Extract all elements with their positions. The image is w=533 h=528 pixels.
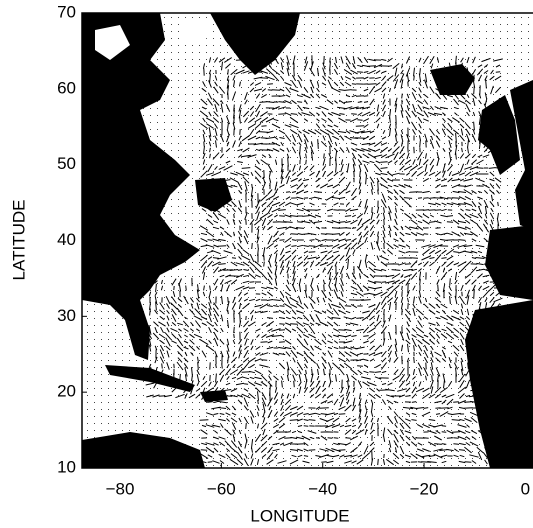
x-tick-label: −40 [308, 479, 337, 498]
cuba [105, 365, 195, 392]
north-america [82, 13, 200, 360]
labrador-patches [95, 18, 210, 60]
map-area [82, 13, 533, 468]
iberia [485, 225, 533, 300]
y-axis-label: LATITUDE [9, 200, 28, 281]
africa [465, 300, 533, 468]
x-axis-label: LONGITUDE [250, 506, 349, 525]
south-america [82, 432, 205, 468]
y-tick-label: 10 [57, 457, 76, 476]
x-tick-label: −60 [207, 479, 236, 498]
y-tick-label: 50 [57, 154, 76, 173]
y-tick-label: 30 [57, 306, 76, 325]
hispaniola [200, 390, 228, 402]
x-tick-label: −80 [106, 479, 135, 498]
axes: −80 −60 −40 −20 0 10 20 30 40 50 60 70 [57, 2, 530, 498]
y-tick-label: 40 [57, 230, 76, 249]
uk-ireland [478, 95, 520, 175]
land [82, 13, 533, 468]
x-tick-label: −20 [410, 479, 439, 498]
y-tick-label: 20 [57, 382, 76, 401]
x-tick-label: 0 [521, 479, 530, 498]
newfoundland [195, 178, 232, 212]
europe [510, 80, 533, 230]
y-tick-label: 60 [57, 78, 76, 97]
greenland [210, 13, 300, 75]
iceland [430, 64, 475, 95]
y-tick-label: 70 [57, 2, 76, 21]
